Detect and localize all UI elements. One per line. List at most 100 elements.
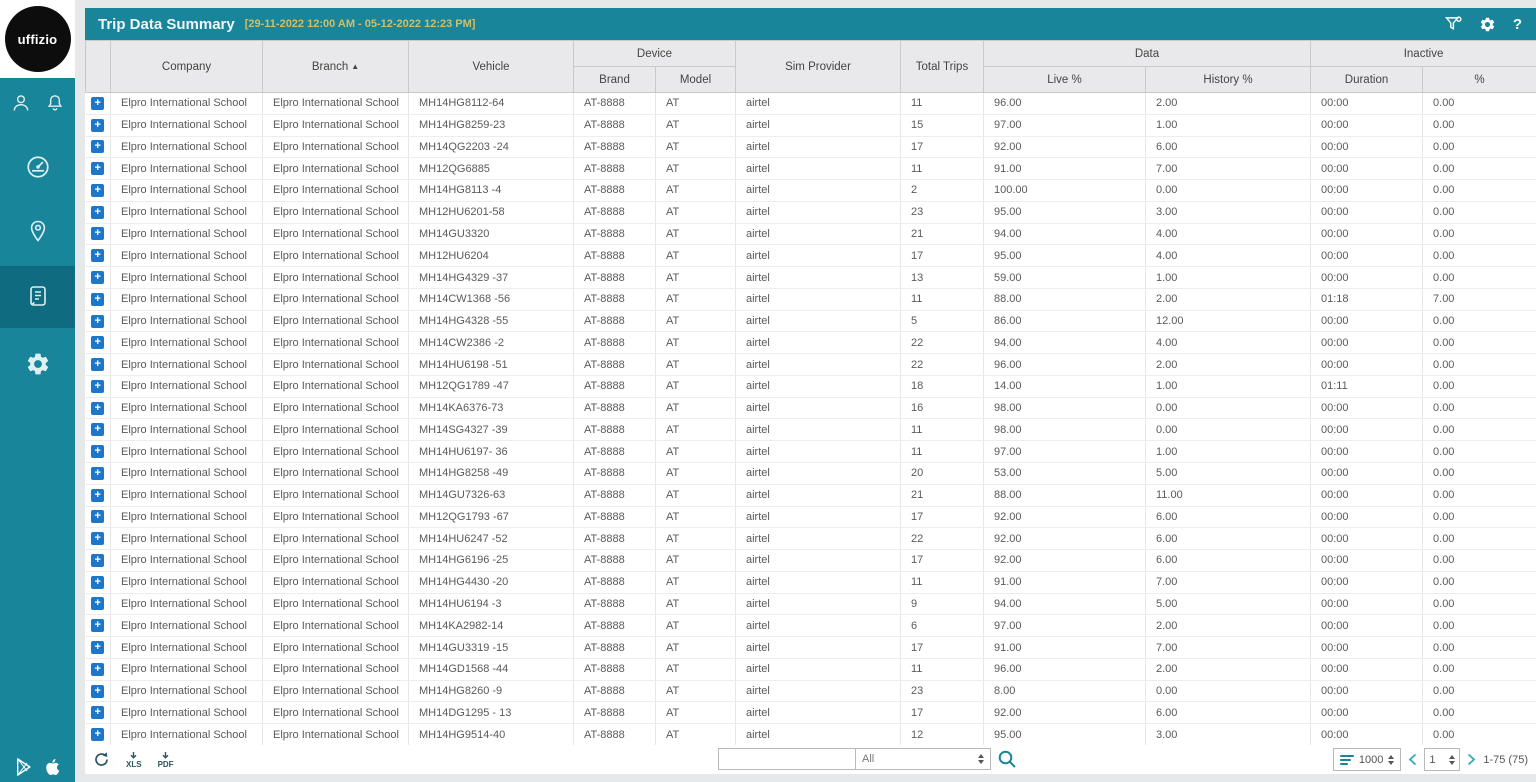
expand-row-button[interactable]: +	[91, 118, 105, 132]
expand-row-button[interactable]: +	[91, 728, 105, 742]
page-number-input[interactable]: 1	[1424, 748, 1461, 771]
cell-branch: Elpro International School	[262, 723, 409, 746]
export-xls-button[interactable]: XLS	[126, 751, 142, 769]
cell-live-pct: 53.00	[983, 462, 1146, 485]
sidebar-item-reports[interactable]	[0, 266, 75, 328]
column-header-branch[interactable]: Branch ▲	[262, 40, 409, 93]
column-header-inactive-pct[interactable]: %	[1422, 66, 1536, 93]
expand-row-button[interactable]: +	[91, 466, 105, 480]
expand-row-button[interactable]: +	[91, 227, 105, 241]
expand-row-button[interactable]: +	[91, 662, 105, 676]
expand-row-button[interactable]: +	[91, 249, 105, 263]
expand-row-button[interactable]: +	[91, 401, 105, 415]
cell-live-pct: 96.00	[983, 658, 1146, 681]
notifications-bell-icon[interactable]	[45, 93, 65, 113]
expand-row-button[interactable]: +	[91, 532, 105, 546]
column-header-sim-provider[interactable]: Sim Provider	[735, 40, 901, 93]
expand-row-button[interactable]: +	[91, 162, 105, 176]
expand-row-button[interactable]: +	[91, 358, 105, 372]
column-header-model[interactable]: Model	[655, 66, 736, 93]
apple-icon[interactable]	[42, 757, 60, 777]
cell-total-trips: 18	[900, 375, 984, 398]
user-icon[interactable]	[11, 93, 31, 113]
cell-brand: AT-8888	[573, 506, 656, 529]
expand-row-button[interactable]: +	[91, 379, 105, 393]
cell-sim-provider: airtel	[735, 680, 901, 703]
cell-vehicle: MH14HG4430 -20	[408, 571, 574, 594]
search-column-select[interactable]: All	[855, 748, 991, 770]
expand-row-button[interactable]: +	[91, 641, 105, 655]
expand-row-button[interactable]: +	[91, 684, 105, 698]
search-input[interactable]	[718, 748, 855, 770]
cell-branch: Elpro International School	[262, 114, 409, 137]
settings-icon[interactable]	[1479, 16, 1496, 33]
previous-page-icon[interactable]	[1408, 753, 1417, 766]
cell-duration: 00:00	[1310, 92, 1424, 115]
expand-row-button[interactable]: +	[91, 597, 105, 611]
search-column-value: All	[862, 753, 875, 765]
expand-row-button[interactable]: +	[91, 619, 105, 633]
column-header-duration[interactable]: Duration	[1310, 66, 1424, 93]
column-group-device: Device	[573, 40, 736, 67]
column-header-company[interactable]: Company	[110, 40, 263, 93]
expand-row-button[interactable]: +	[91, 292, 105, 306]
cell-sim-provider: airtel	[735, 658, 901, 681]
sidebar-item-dashboard[interactable]	[0, 136, 75, 198]
expand-row-button[interactable]: +	[91, 314, 105, 328]
select-spinner-icon	[978, 754, 984, 764]
sidebar-item-settings[interactable]	[0, 333, 75, 395]
expand-cell: +	[85, 506, 111, 529]
next-page-icon[interactable]	[1467, 753, 1476, 766]
cell-branch: Elpro International School	[262, 614, 409, 638]
expand-row-button[interactable]: +	[91, 205, 105, 219]
cell-live-pct: 88.00	[983, 288, 1146, 311]
column-header-vehicle[interactable]: Vehicle	[408, 40, 574, 93]
help-icon[interactable]: ?	[1512, 15, 1522, 33]
expand-row-button[interactable]: +	[91, 336, 105, 350]
export-pdf-button[interactable]: PDF	[158, 751, 174, 768]
cell-company: Elpro International School	[110, 723, 263, 746]
google-play-icon[interactable]	[15, 757, 33, 777]
cell-company: Elpro International School	[110, 462, 263, 485]
column-header-brand[interactable]: Brand	[573, 66, 656, 93]
cell-history-pct: 5.00	[1145, 593, 1312, 616]
cell-brand: AT-8888	[573, 136, 656, 159]
expand-row-button[interactable]: +	[91, 553, 105, 567]
column-header-history-pct[interactable]: History %	[1144, 66, 1312, 93]
expand-row-button[interactable]: +	[91, 445, 105, 459]
expand-row-button[interactable]: +	[91, 271, 105, 284]
page-size-selector[interactable]: 1000	[1332, 748, 1402, 771]
cell-history-pct: 7.00	[1145, 636, 1312, 659]
cell-brand: AT-8888	[573, 310, 656, 333]
cell-history-pct: 2.00	[1145, 353, 1312, 376]
filter-icon[interactable]	[1444, 16, 1462, 32]
cell-vehicle: MH14CW1368 -56	[408, 288, 574, 311]
sidebar-item-tracking[interactable]	[0, 201, 75, 263]
cell-company: Elpro International School	[110, 288, 263, 311]
cell-sim-provider: airtel	[735, 593, 901, 616]
cell-company: Elpro International School	[110, 92, 263, 115]
cell-brand: AT-8888	[573, 418, 656, 442]
column-header-total-trips[interactable]: Total Trips	[900, 40, 984, 93]
expand-row-button[interactable]: +	[91, 706, 105, 720]
expand-row-button[interactable]: +	[91, 423, 105, 437]
date-range-label[interactable]: [29-11-2022 12:00 AM - 05-12-2022 12:23 …	[244, 18, 476, 30]
expand-row-button[interactable]: +	[91, 140, 105, 154]
cell-branch: Elpro International School	[262, 266, 409, 289]
expand-row-button[interactable]: +	[91, 183, 105, 197]
uffizio-logo[interactable]: uffizio	[4, 6, 71, 72]
expand-cell: +	[85, 92, 111, 115]
cell-brand: AT-8888	[573, 114, 656, 137]
cell-total-trips: 13	[900, 266, 984, 289]
table-row: + Elpro International School Elpro Interna…	[85, 92, 1536, 115]
cell-company: Elpro International School	[110, 310, 263, 333]
expand-row-button[interactable]: +	[91, 575, 105, 589]
search-icon[interactable]	[997, 749, 1017, 769]
expand-row-button[interactable]: +	[91, 488, 105, 502]
xls-label: XLS	[126, 759, 142, 769]
column-header-live-pct[interactable]: Live %	[983, 66, 1146, 93]
expand-row-button[interactable]: +	[91, 510, 105, 524]
expand-row-button[interactable]: +	[91, 96, 105, 110]
refresh-icon[interactable]	[93, 751, 110, 768]
cell-company: Elpro International School	[110, 136, 263, 159]
